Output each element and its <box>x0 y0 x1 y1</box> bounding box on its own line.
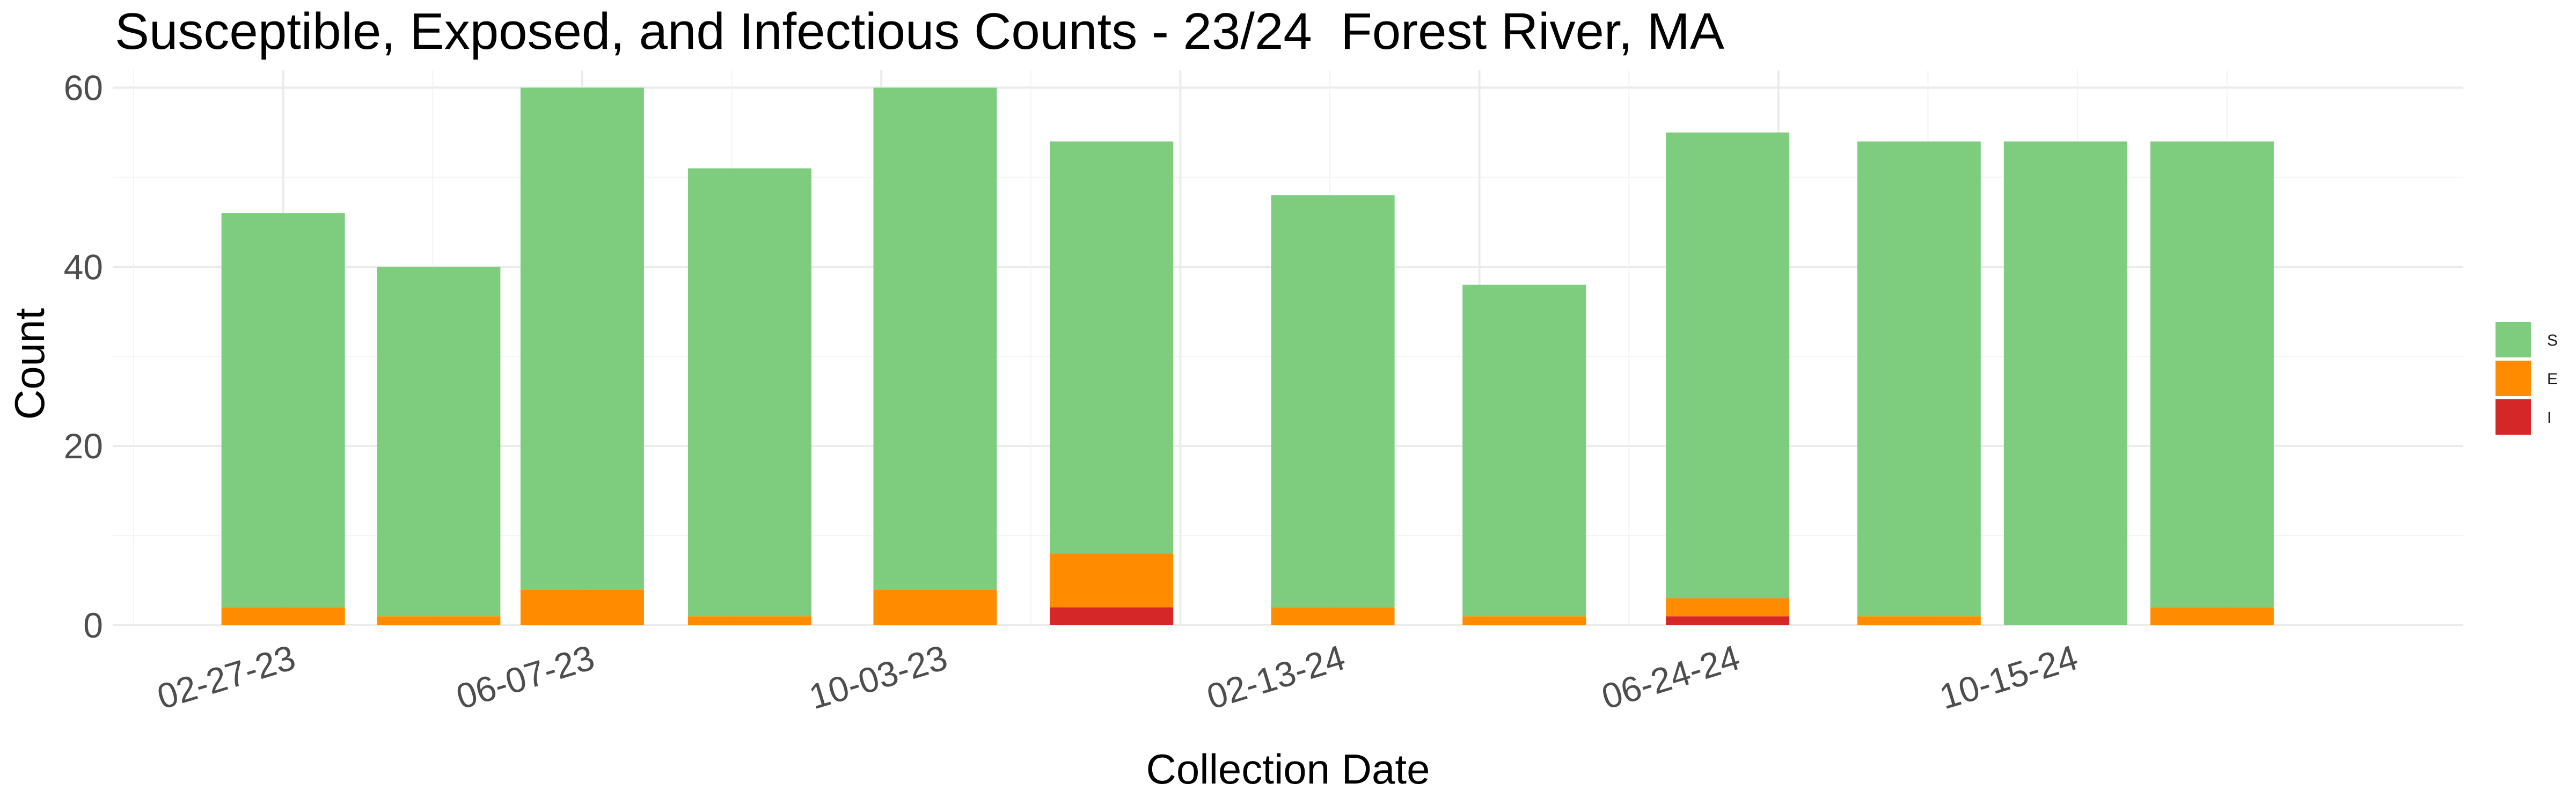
bar-segment-s <box>2003 141 2127 625</box>
x-tick-label: 02-27-23 <box>152 637 299 716</box>
bar-segment-e <box>687 616 811 625</box>
y-tick-label: 40 <box>64 247 103 287</box>
legend-key-s <box>2496 322 2531 357</box>
bar-segment-e <box>1666 598 1790 617</box>
x-axis-title: Collection Date <box>1146 745 1430 793</box>
bar-segment-s <box>1050 141 1174 554</box>
x-axis-ticks: 02-27-23 06-07-23 10-03-23 02-13-24 06-24-24… <box>152 637 2082 716</box>
bar-segment-e <box>520 589 644 625</box>
bar-segment-s <box>1666 132 1790 598</box>
y-axis-title: Count <box>6 308 53 420</box>
bar-segment-s <box>221 213 345 608</box>
legend-label-i: I <box>2547 409 2551 427</box>
bar-segment-e <box>873 589 997 625</box>
bar-segment-s <box>2150 141 2274 608</box>
bar-segment-e <box>1271 607 1395 625</box>
bar-segment-e <box>1857 616 1981 625</box>
x-tick-label: 06-24-24 <box>1597 637 1744 716</box>
x-tick-label: 02-13-24 <box>1202 637 1349 716</box>
bar-segment-s <box>1462 284 1586 617</box>
bars <box>221 87 2274 625</box>
legend-label-s: S <box>2547 332 2558 349</box>
x-tick-label: 06-07-23 <box>452 637 599 716</box>
bar-segment-i <box>1050 607 1174 625</box>
bar-segment-s <box>873 87 997 590</box>
bar-segment-s <box>1271 195 1395 608</box>
bar-segment-e <box>1462 616 1586 625</box>
legend-label-e: E <box>2547 370 2558 388</box>
bar-segment-e <box>377 616 501 625</box>
chart-title: Susceptible, Exposed, and Infectious Cou… <box>115 3 1724 60</box>
x-tick-label: 10-03-23 <box>804 637 952 716</box>
bar-segment-e <box>2150 607 2274 625</box>
legend-key-e <box>2496 361 2531 396</box>
y-tick-label: 20 <box>64 426 103 466</box>
bar-segment-e <box>1050 553 1174 608</box>
bar-segment-s <box>377 267 501 617</box>
legend-key-i <box>2496 399 2531 435</box>
bar-segment-e <box>221 607 345 625</box>
y-tick-label: 60 <box>64 68 103 107</box>
bar-segment-s <box>520 87 644 590</box>
bar-segment-s <box>1857 141 1981 617</box>
y-tick-label: 0 <box>83 605 103 645</box>
y-axis-ticks: 0 20 40 60 <box>64 68 103 645</box>
bar-segment-i <box>1666 616 1790 625</box>
legend: S E I <box>2496 322 2558 435</box>
bar-segment-s <box>687 168 811 617</box>
x-tick-label: 10-15-24 <box>1935 637 2082 716</box>
